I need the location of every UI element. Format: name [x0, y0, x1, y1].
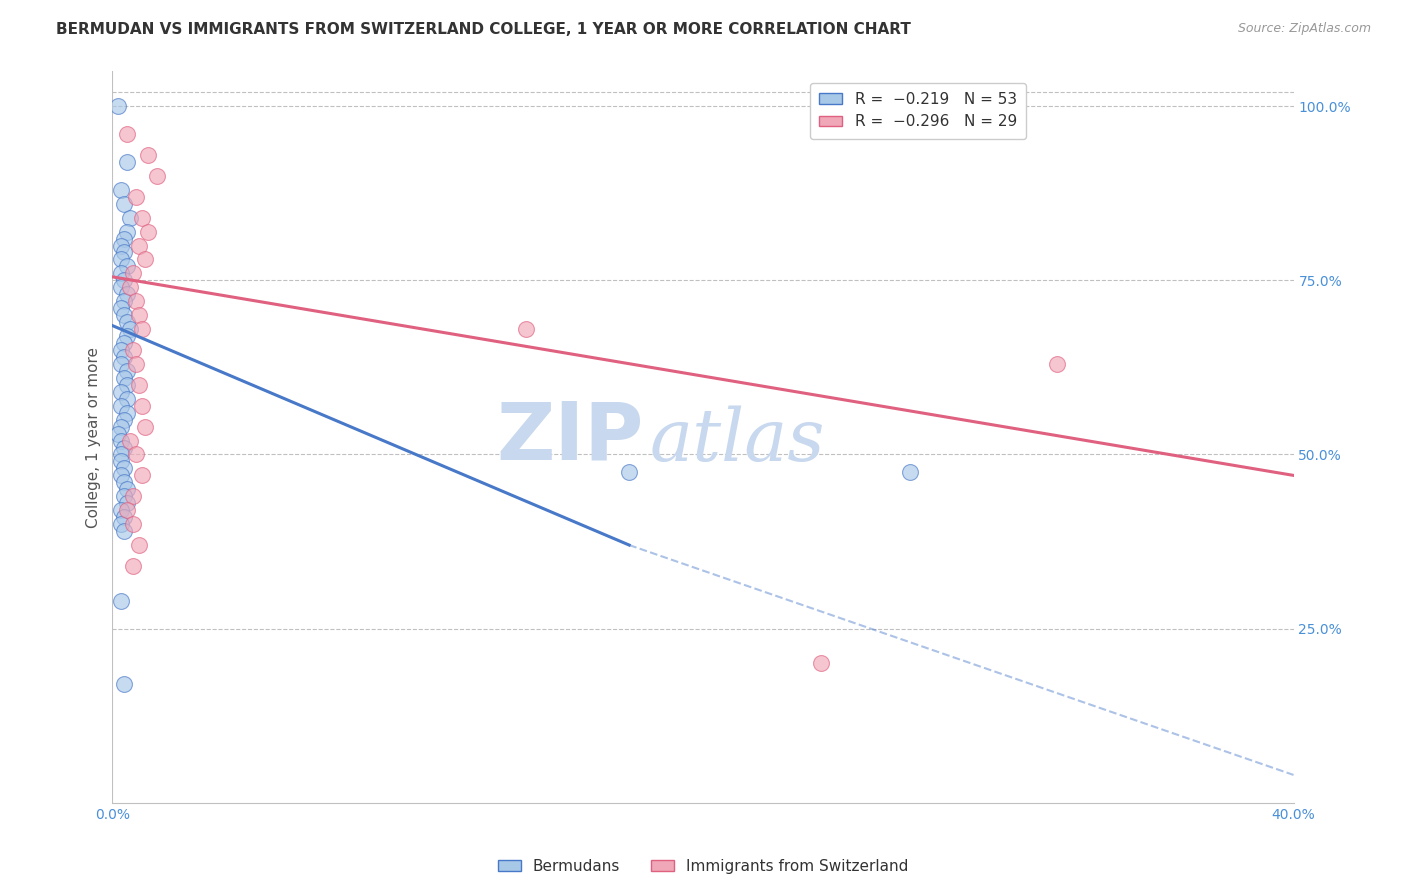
Point [112, 524, 135, 538]
Point [134, 252, 156, 267]
Point [125, 448, 148, 462]
Point [117, 315, 138, 329]
Point [112, 308, 135, 322]
Point [110, 252, 132, 267]
Point [107, 99, 129, 113]
Point [110, 448, 132, 462]
Text: Source: ZipAtlas.com: Source: ZipAtlas.com [1237, 22, 1371, 36]
Point [619, 465, 641, 479]
Point [136, 225, 159, 239]
Text: BERMUDAN VS IMMIGRANTS FROM SWITZERLAND COLLEGE, 1 YEAR OR MORE CORRELATION CHAR: BERMUDAN VS IMMIGRANTS FROM SWITZERLAND … [56, 22, 911, 37]
Point [898, 465, 921, 479]
Point [117, 364, 138, 378]
Point [110, 594, 132, 608]
Point [112, 412, 135, 426]
Point [110, 503, 132, 517]
Point [117, 496, 138, 510]
Point [117, 377, 138, 392]
Text: atlas: atlas [650, 406, 825, 476]
Point [122, 558, 145, 573]
Point [112, 336, 135, 351]
Point [131, 468, 153, 483]
Point [131, 399, 153, 413]
Point [110, 419, 132, 434]
Point [117, 260, 138, 274]
Legend: Bermudans, Immigrants from Switzerland: Bermudans, Immigrants from Switzerland [492, 853, 914, 880]
Point [110, 357, 132, 371]
Point [146, 169, 169, 183]
Legend: R =  −0.219   N = 53, R =  −0.296   N = 29: R = −0.219 N = 53, R = −0.296 N = 29 [810, 83, 1026, 138]
Point [117, 406, 138, 420]
Point [128, 377, 150, 392]
Point [120, 322, 142, 336]
Point [112, 231, 135, 245]
Point [131, 322, 153, 336]
Point [117, 483, 138, 497]
Point [515, 322, 537, 336]
Point [117, 503, 138, 517]
Point [125, 357, 148, 371]
Point [125, 294, 148, 309]
Point [117, 392, 138, 406]
Point [128, 308, 150, 322]
Point [112, 441, 135, 455]
Point [122, 266, 145, 280]
Point [110, 399, 132, 413]
Point [136, 148, 159, 162]
Point [117, 287, 138, 301]
Point [110, 434, 132, 448]
Point [128, 538, 150, 552]
Point [110, 183, 132, 197]
Point [112, 245, 135, 260]
Point [122, 517, 145, 532]
Point [1046, 357, 1069, 371]
Point [125, 190, 148, 204]
Point [110, 517, 132, 532]
Y-axis label: College, 1 year or more: College, 1 year or more [86, 347, 101, 527]
Point [128, 238, 150, 252]
Point [112, 489, 135, 503]
Point [112, 461, 135, 475]
Text: ZIP: ZIP [496, 398, 644, 476]
Point [110, 280, 132, 294]
Point [122, 343, 145, 357]
Point [810, 657, 832, 671]
Point [112, 371, 135, 385]
Point [110, 343, 132, 357]
Point [134, 419, 156, 434]
Point [120, 434, 142, 448]
Point [117, 127, 138, 141]
Point [112, 350, 135, 364]
Point [112, 510, 135, 524]
Point [112, 677, 135, 691]
Point [110, 238, 132, 252]
Point [122, 489, 145, 503]
Point [107, 426, 129, 441]
Point [120, 211, 142, 225]
Point [112, 273, 135, 287]
Point [112, 294, 135, 309]
Point [110, 468, 132, 483]
Point [117, 155, 138, 169]
Point [112, 475, 135, 490]
Point [131, 211, 153, 225]
Point [110, 301, 132, 316]
Point [110, 454, 132, 468]
Point [110, 266, 132, 280]
Point [120, 280, 142, 294]
Point [117, 329, 138, 343]
Point [117, 225, 138, 239]
Point [110, 384, 132, 399]
Point [112, 196, 135, 211]
